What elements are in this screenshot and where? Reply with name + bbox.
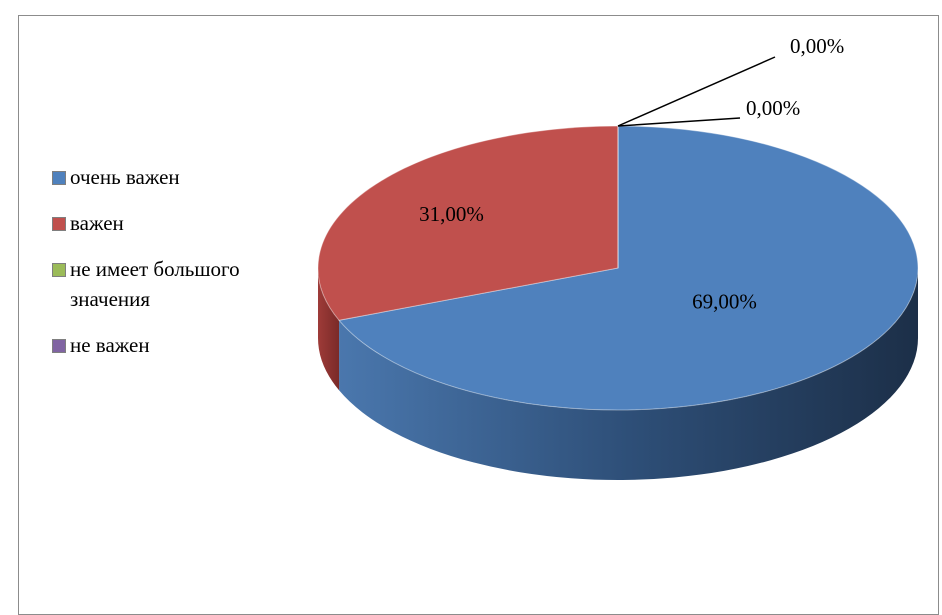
- legend-swatch: [52, 263, 66, 277]
- leader-line: [617, 117, 741, 127]
- data-label: 31,00%: [419, 202, 484, 226]
- slice: [338, 125, 919, 411]
- legend-label: важен: [70, 211, 124, 235]
- slice: [317, 125, 619, 321]
- legend-swatch: [52, 339, 66, 353]
- legend-item: не важен: [52, 330, 292, 360]
- legend-label: очень важен: [70, 165, 180, 189]
- legend-label: не важен: [70, 333, 150, 357]
- data-label: 0,00%: [790, 34, 844, 58]
- legend-item: очень важен: [52, 162, 292, 192]
- legend-swatch: [52, 171, 66, 185]
- leader-line: [617, 56, 776, 127]
- legend: очень важен важен не имеет большого значен…: [52, 162, 292, 376]
- slice-side: [318, 268, 340, 391]
- data-label: 69,00%: [692, 290, 757, 314]
- legend-swatch: [52, 217, 66, 231]
- legend-label: не имеет большого значения: [70, 257, 240, 311]
- slice-side: [339, 268, 919, 481]
- legend-item: важен: [52, 208, 292, 238]
- legend-item: не имеет большого значения: [52, 254, 292, 314]
- data-label: 0,00%: [746, 96, 800, 120]
